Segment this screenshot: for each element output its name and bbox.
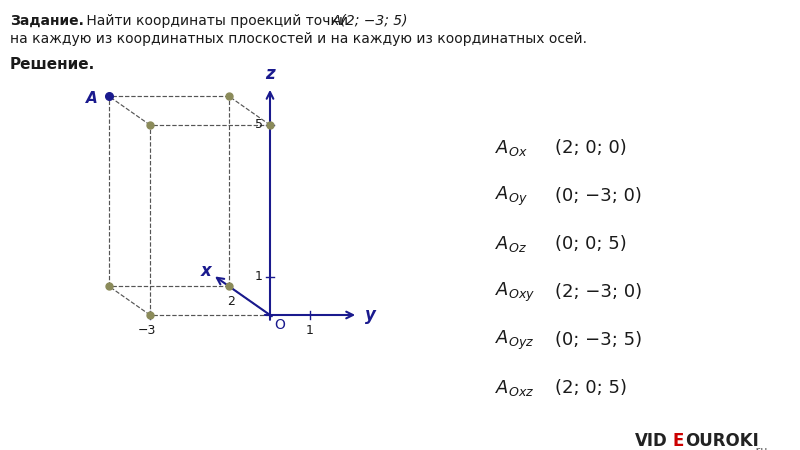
Text: z: z — [265, 65, 275, 83]
Text: $A_{Ox}$: $A_{Ox}$ — [495, 138, 528, 158]
Text: Найти координаты проекций точки: Найти координаты проекций точки — [82, 14, 353, 28]
Text: $A_{Oxz}$: $A_{Oxz}$ — [495, 378, 534, 398]
Text: (0; −3; 0): (0; −3; 0) — [555, 187, 642, 205]
Text: OUROKI: OUROKI — [685, 432, 758, 450]
Text: .ru: .ru — [753, 446, 768, 450]
Text: $A_{Oz}$: $A_{Oz}$ — [495, 234, 527, 254]
Text: Задание.: Задание. — [10, 14, 84, 28]
Text: E: E — [673, 432, 684, 450]
Text: 2: 2 — [227, 295, 235, 308]
Text: $A_{Oy}$: $A_{Oy}$ — [495, 184, 528, 207]
Text: (2; 0; 0): (2; 0; 0) — [555, 139, 626, 157]
Text: 1: 1 — [306, 324, 314, 337]
Text: A(2; −3; 5): A(2; −3; 5) — [332, 14, 409, 28]
Text: Решение.: Решение. — [10, 57, 95, 72]
Text: (2; −3; 0): (2; −3; 0) — [555, 283, 642, 301]
Text: (0; 0; 5): (0; 0; 5) — [555, 235, 626, 253]
Text: $A_{Oxy}$: $A_{Oxy}$ — [495, 280, 535, 304]
Text: O: O — [274, 318, 286, 332]
Text: (0; −3; 5): (0; −3; 5) — [555, 331, 642, 349]
Text: (2; 0; 5): (2; 0; 5) — [555, 379, 627, 397]
Text: −3: −3 — [138, 324, 156, 337]
Text: x: x — [201, 261, 212, 279]
Text: y: y — [365, 306, 375, 324]
Text: $A_{Oyz}$: $A_{Oyz}$ — [495, 328, 534, 351]
Text: A: A — [86, 91, 98, 106]
Text: на каждую из координатных плоскостей и на каждую из координатных осей.: на каждую из координатных плоскостей и н… — [10, 32, 587, 46]
Text: 1: 1 — [255, 270, 263, 284]
Text: 5: 5 — [255, 118, 263, 131]
Text: VID: VID — [635, 432, 668, 450]
